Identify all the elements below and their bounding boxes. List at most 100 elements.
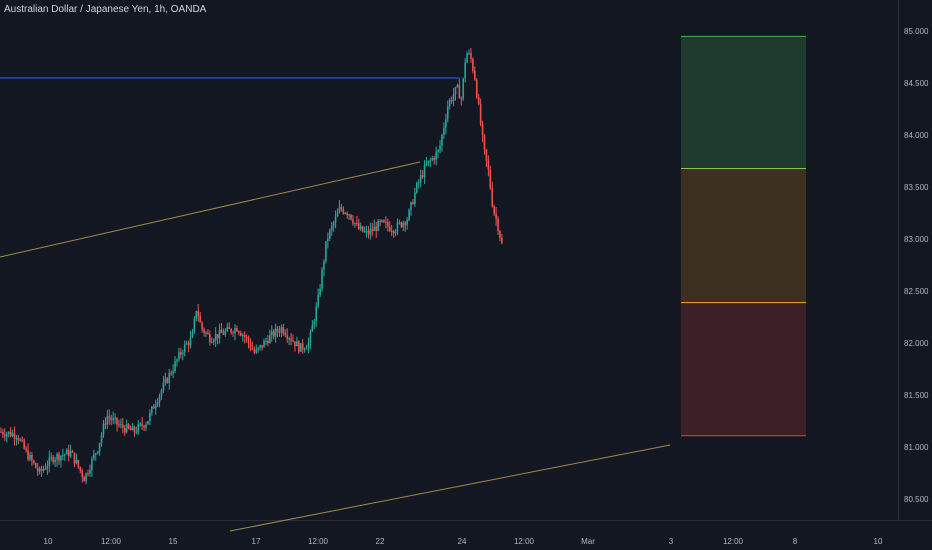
candle-body	[85, 473, 87, 482]
candle-body	[220, 329, 223, 333]
candle-body	[458, 84, 461, 99]
candle-body	[481, 124, 484, 136]
candle-body	[429, 160, 432, 162]
candle-body	[247, 337, 250, 343]
candle-body	[446, 106, 449, 120]
y-tick-label: 83.500	[904, 183, 929, 192]
candle-body	[151, 406, 153, 413]
candle-body	[180, 352, 182, 355]
candle-body	[203, 329, 205, 333]
candle-body	[485, 149, 488, 161]
candle-body	[62, 455, 64, 457]
candle-body	[79, 466, 82, 471]
candle-body	[255, 349, 258, 353]
candle-body	[241, 335, 244, 337]
candle-body	[472, 59, 474, 71]
candle-body	[89, 470, 91, 474]
candle-body	[385, 222, 387, 224]
candle-body	[172, 370, 174, 374]
candle-body	[464, 62, 466, 79]
candle-body	[386, 222, 389, 227]
candle-body	[402, 222, 405, 227]
candle-body	[332, 222, 335, 226]
candle-body	[236, 328, 238, 332]
candle-body	[379, 221, 381, 223]
candle-body	[431, 157, 434, 161]
x-tick-label: Mar	[581, 537, 595, 546]
candle-body	[443, 127, 445, 136]
candle-body	[29, 454, 31, 460]
candle-body	[367, 230, 370, 235]
candle-body	[445, 119, 447, 128]
candle-body	[197, 311, 200, 316]
candle-body	[309, 331, 312, 343]
candle-body	[67, 449, 70, 457]
candle-body	[303, 349, 306, 351]
candle-body	[174, 361, 176, 371]
candle-body	[106, 416, 109, 425]
candle-body	[439, 145, 441, 151]
candle-body	[299, 343, 302, 352]
candle-body	[406, 220, 408, 225]
candle-body	[414, 192, 416, 204]
candle-body	[462, 78, 465, 99]
candle-body	[468, 53, 470, 55]
candle-body	[112, 418, 114, 421]
candle-body	[419, 175, 422, 183]
y-tick-label: 82.500	[904, 287, 929, 296]
candle-body	[344, 213, 347, 215]
candle-body	[354, 222, 356, 224]
candle-body	[154, 405, 157, 409]
candle-body	[139, 423, 142, 425]
candle-body	[398, 222, 401, 224]
candle-body	[181, 352, 184, 355]
candle-body	[274, 328, 277, 337]
channel-upper-line	[0, 161, 421, 258]
candle-body	[259, 345, 261, 348]
candle-body	[210, 341, 213, 343]
candle-body	[350, 214, 352, 220]
candle-body	[305, 348, 308, 350]
candle-body	[185, 343, 188, 345]
candle-body	[110, 418, 113, 421]
stop-zone	[681, 302, 806, 436]
y-tick-label: 81.000	[904, 443, 929, 452]
x-tick-label: 24	[458, 537, 467, 546]
candle-body	[479, 103, 482, 125]
channel-lower-line	[229, 444, 671, 532]
x-tick-label: 12:00	[101, 537, 122, 546]
candle-body	[214, 334, 217, 341]
candle-body	[118, 424, 120, 426]
candle-body	[135, 432, 138, 434]
candle-body	[42, 468, 45, 471]
candle-body	[352, 219, 354, 224]
candle-body	[137, 424, 140, 433]
candle-body	[160, 390, 163, 396]
candle-body	[392, 231, 395, 234]
candle-body	[46, 466, 49, 469]
candle-body	[381, 220, 383, 222]
candle-body	[301, 343, 304, 350]
candle-body	[143, 425, 145, 428]
candle-body	[489, 169, 492, 189]
candle-body	[65, 449, 68, 455]
candle-body	[44, 468, 47, 470]
candle-body	[93, 454, 95, 459]
candle-body	[48, 457, 51, 467]
candle-body	[421, 175, 424, 178]
candle-body	[450, 99, 453, 101]
candle-body	[122, 424, 124, 428]
candle-body	[156, 402, 159, 406]
candle-body	[63, 454, 66, 456]
candle-body	[91, 458, 93, 471]
candle-body	[410, 202, 412, 210]
candle-body	[423, 164, 426, 178]
candle-body	[348, 214, 350, 216]
candle-body	[83, 476, 85, 482]
candle-body	[168, 373, 171, 383]
x-tick-label: 3	[669, 537, 674, 546]
candle-body	[371, 229, 374, 232]
candle-body	[298, 341, 300, 352]
